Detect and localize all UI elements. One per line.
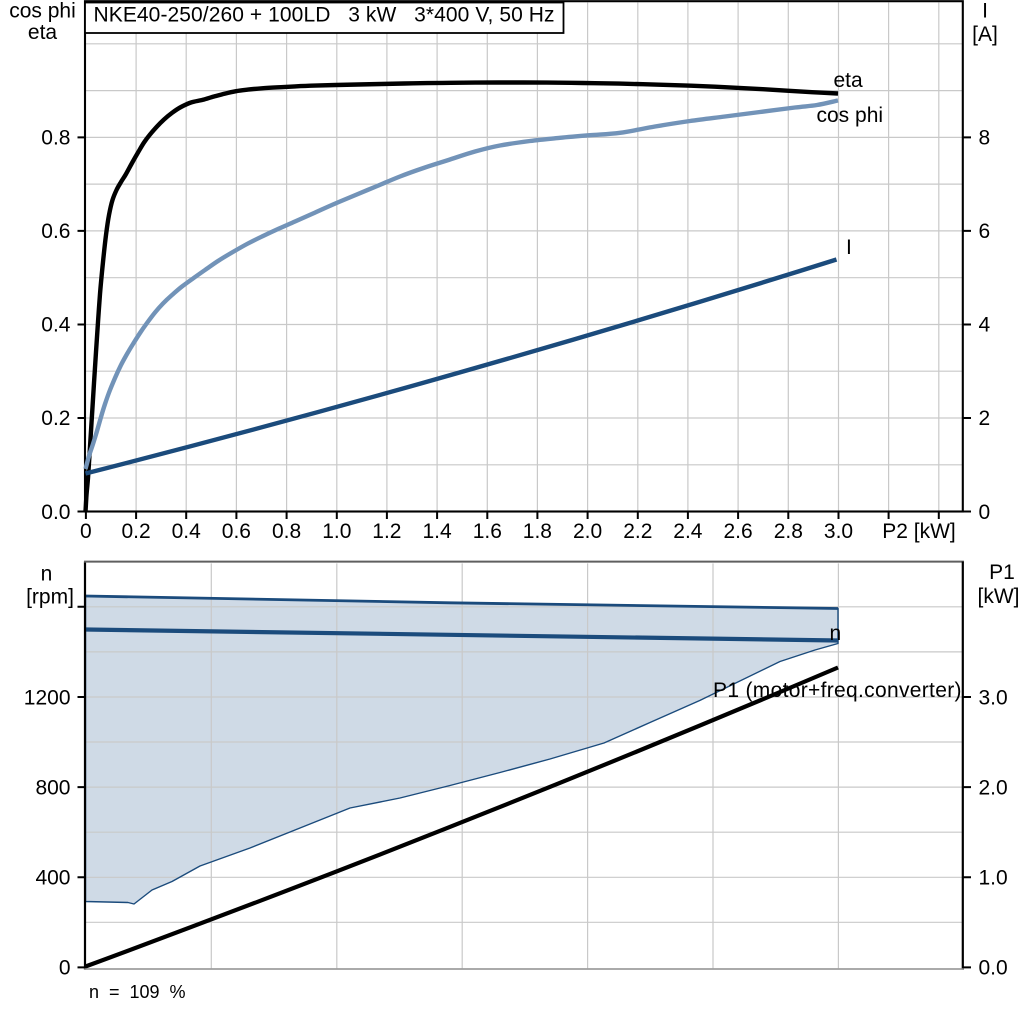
svg-text:2.6: 2.6 (723, 520, 752, 543)
svg-text:0.2: 0.2 (41, 407, 70, 430)
svg-text:2.2: 2.2 (623, 520, 652, 543)
svg-text:eta: eta (28, 21, 58, 44)
svg-text:1.2: 1.2 (372, 520, 401, 543)
svg-text:0.8: 0.8 (272, 520, 301, 543)
svg-text:2.4: 2.4 (673, 520, 703, 543)
svg-text:0.8: 0.8 (41, 127, 70, 150)
svg-text:n: n (830, 622, 842, 645)
svg-text:0: 0 (59, 957, 71, 980)
svg-text:eta: eta (834, 69, 864, 92)
svg-text:0.4: 0.4 (41, 314, 71, 337)
svg-text:1.8: 1.8 (523, 520, 552, 543)
svg-text:4: 4 (979, 314, 991, 337)
svg-text:1.0: 1.0 (979, 867, 1008, 890)
svg-text:0: 0 (80, 520, 92, 543)
svg-text:0: 0 (979, 501, 991, 524)
svg-text:I: I (846, 236, 852, 259)
svg-text:2.8: 2.8 (774, 520, 803, 543)
svg-text:800: 800 (35, 776, 70, 799)
svg-text:n = 109 %: n = 109 % (89, 982, 186, 1002)
svg-text:8: 8 (979, 127, 991, 150)
svg-text:3.0: 3.0 (979, 686, 1008, 709)
svg-text:P1 (motor+freq.converter): P1 (motor+freq.converter) (713, 679, 962, 702)
svg-text:P1: P1 (989, 561, 1015, 584)
svg-text:1.0: 1.0 (322, 520, 351, 543)
svg-text:0.6: 0.6 (222, 520, 251, 543)
svg-text:[A]: [A] (972, 23, 998, 46)
svg-text:NKE40-250/260 + 100LD 3 kW: NKE40-250/260 + 100LD 3 kW 3*400 V, 50 H… (94, 4, 555, 27)
svg-text:400: 400 (35, 867, 70, 890)
svg-text:0.2: 0.2 (121, 520, 150, 543)
svg-text:[rpm]: [rpm] (26, 586, 74, 609)
svg-text:0.4: 0.4 (172, 520, 202, 543)
svg-text:1.6: 1.6 (473, 520, 502, 543)
svg-text:0.0: 0.0 (979, 957, 1008, 980)
svg-text:0.0: 0.0 (41, 501, 70, 524)
svg-text:cos phi: cos phi (817, 104, 884, 127)
svg-text:I: I (982, 0, 988, 23)
svg-text:2: 2 (979, 407, 991, 430)
svg-text:0.6: 0.6 (41, 220, 70, 243)
svg-text:n: n (41, 563, 53, 586)
svg-text:1200: 1200 (24, 686, 71, 709)
svg-text:3.0: 3.0 (824, 520, 853, 543)
svg-text:P2 [kW]: P2 [kW] (882, 520, 956, 543)
svg-text:cos phi: cos phi (9, 0, 76, 23)
svg-text:6: 6 (979, 220, 991, 243)
svg-text:2.0: 2.0 (979, 776, 1008, 799)
svg-text:1.4: 1.4 (422, 520, 452, 543)
svg-text:[kW]: [kW] (978, 585, 1020, 608)
svg-text:2.0: 2.0 (573, 520, 602, 543)
